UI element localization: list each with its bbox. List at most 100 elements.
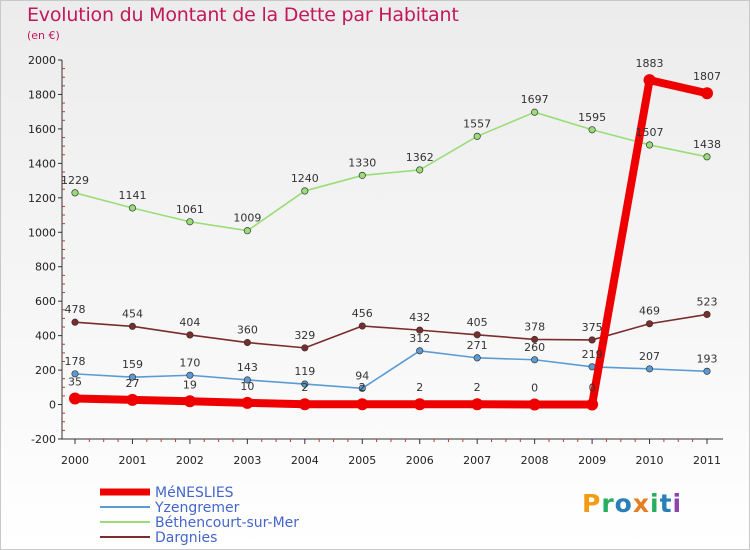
x-tick-label: 2010 xyxy=(636,454,664,467)
y-tick-label: 1200 xyxy=(28,192,56,205)
data-point xyxy=(186,331,194,339)
logo-letter: P xyxy=(582,489,602,518)
data-point xyxy=(358,171,366,179)
y-tick-label: 1600 xyxy=(28,123,56,136)
data-point xyxy=(471,398,484,411)
data-label: 378 xyxy=(524,320,545,333)
data-label: 1807 xyxy=(693,70,721,83)
data-label: 1438 xyxy=(693,138,721,151)
data-point xyxy=(356,398,369,411)
x-tick-label: 2002 xyxy=(176,454,204,467)
y-tick-label: 600 xyxy=(35,295,56,308)
data-label: 454 xyxy=(122,307,143,320)
data-label: 27 xyxy=(125,377,139,390)
data-label: 119 xyxy=(294,365,315,378)
x-tick-label: 2006 xyxy=(406,454,434,467)
data-label: 456 xyxy=(352,307,373,320)
data-label: 143 xyxy=(237,361,258,374)
y-tick-label: 0 xyxy=(49,399,56,412)
data-point xyxy=(413,398,426,411)
x-tick-label: 2004 xyxy=(291,454,319,467)
x-tick-label: 2003 xyxy=(233,454,261,467)
data-point xyxy=(528,398,541,411)
data-point xyxy=(531,108,539,116)
data-point xyxy=(301,187,309,195)
y-tick-label: 200 xyxy=(35,364,56,377)
y-tick-label: 400 xyxy=(35,330,56,343)
data-label: 1557 xyxy=(463,117,491,130)
data-point xyxy=(186,218,194,226)
data-label: 329 xyxy=(294,329,315,342)
data-point xyxy=(416,326,424,334)
x-tick-label: 2007 xyxy=(463,454,491,467)
proxiti-logo: Proxiti xyxy=(582,489,682,518)
data-point xyxy=(531,335,539,343)
data-label: 2 xyxy=(474,381,481,394)
data-point xyxy=(643,74,656,87)
data-label: 94 xyxy=(355,369,369,382)
data-point xyxy=(243,376,251,384)
data-label: 19 xyxy=(183,378,197,391)
data-label: 1009 xyxy=(233,212,261,225)
legend-label: Dargnies xyxy=(155,530,217,546)
data-point xyxy=(531,356,539,364)
data-point xyxy=(183,395,196,408)
data-label: 260 xyxy=(524,341,545,354)
data-point xyxy=(128,204,137,212)
data-point xyxy=(703,153,711,161)
series-layer xyxy=(69,74,713,411)
data-label: 1240 xyxy=(291,172,319,185)
data-point xyxy=(473,331,481,339)
y-tick-label: 1000 xyxy=(28,226,56,239)
data-label: 360 xyxy=(237,324,258,337)
data-point xyxy=(243,338,251,347)
chart-axes: -200020040060080010001200140016001800200… xyxy=(28,54,723,467)
data-label: 1883 xyxy=(636,57,664,70)
data-label: 1362 xyxy=(406,151,434,164)
data-label: 178 xyxy=(65,355,86,368)
series-line-MéNESLIES xyxy=(71,76,711,409)
data-label: 478 xyxy=(65,303,86,316)
data-label: 312 xyxy=(409,332,430,345)
x-tick-label: 2005 xyxy=(348,454,376,467)
data-label: 159 xyxy=(122,358,143,371)
legend: MéNESLIESYzengremerBéthencourt-sur-MerDa… xyxy=(100,485,299,546)
data-label: 193 xyxy=(697,352,718,365)
chart-title: Evolution du Montant de la Dette par Hab… xyxy=(27,4,459,26)
y-tick-label: 2000 xyxy=(28,54,56,67)
data-point xyxy=(586,398,599,411)
y-tick-label: 1400 xyxy=(28,157,56,170)
data-point xyxy=(71,189,79,197)
logo-letter: i xyxy=(672,489,683,518)
legend-label: Yzengremer xyxy=(154,500,240,516)
data-label: 271 xyxy=(467,339,488,352)
chart-subtitle: (en €) xyxy=(27,29,60,42)
legend-label: Béthencourt-sur-Mer xyxy=(155,515,299,531)
data-label: 375 xyxy=(582,321,603,334)
data-point xyxy=(243,227,251,235)
data-point xyxy=(645,320,654,328)
logo-letter: o xyxy=(614,489,633,518)
data-label: 0 xyxy=(589,382,596,395)
data-point xyxy=(645,141,654,149)
data-point xyxy=(128,373,137,381)
data-point xyxy=(645,365,654,373)
data-point xyxy=(703,310,711,318)
logo-letter: i xyxy=(650,489,660,518)
data-point xyxy=(701,87,713,100)
y-tick-label: -200 xyxy=(31,433,56,446)
data-label: 2 xyxy=(416,381,423,394)
data-label: 523 xyxy=(697,295,718,308)
data-point xyxy=(358,384,366,392)
series-line-Yzengremer xyxy=(74,349,708,390)
y-tick-label: 800 xyxy=(35,261,56,274)
data-label: 1697 xyxy=(521,93,549,106)
data-label: 432 xyxy=(409,311,430,324)
legend-label: MéNESLIES xyxy=(155,485,234,501)
x-tick-label: 2001 xyxy=(118,454,146,467)
x-tick-label: 2000 xyxy=(61,454,89,467)
x-tick-label: 2011 xyxy=(693,454,721,467)
